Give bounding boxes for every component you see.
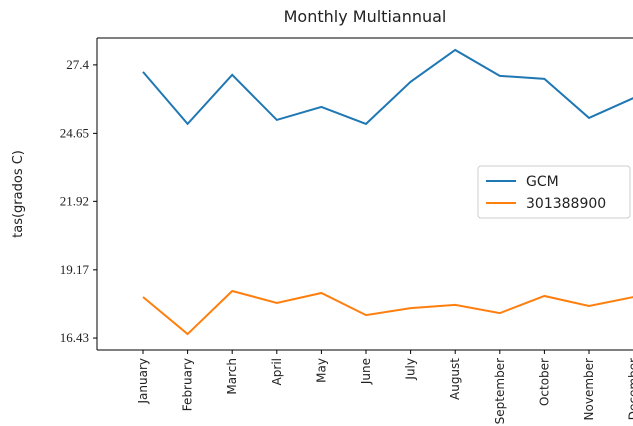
x-tick-label: September — [493, 358, 507, 424]
y-tick-label: 19.17 — [60, 262, 90, 277]
x-tick-label: July — [404, 358, 418, 381]
y-axis-label: tas(grados C) — [11, 150, 26, 238]
x-tick-label: January — [136, 358, 150, 405]
x-tick-label: May — [314, 358, 328, 383]
x-tick-label: March — [225, 358, 239, 395]
y-tick-label: 16.43 — [60, 330, 89, 345]
y-tick-label: 27.4 — [66, 57, 89, 72]
legend-label: GCM — [526, 174, 559, 190]
legend-box — [477, 165, 631, 219]
x-tick-label: April — [270, 358, 284, 385]
chart-title: Monthly Multiannual — [284, 7, 447, 26]
y-tick-label: 21.92 — [60, 193, 89, 208]
x-tick-label: February — [181, 358, 195, 411]
x-tick-label: August — [448, 358, 462, 400]
plot-area — [142, 48, 633, 336]
y-tick-label: 24.65 — [60, 125, 89, 140]
legend-label: 301388900 — [526, 196, 606, 212]
x-tick-label: November — [582, 358, 596, 420]
x-tick-label: October — [537, 358, 551, 406]
series-line — [142, 48, 633, 126]
x-tick-label: December — [627, 358, 633, 420]
x-tick-label: June — [359, 358, 373, 385]
series-line — [142, 289, 633, 336]
